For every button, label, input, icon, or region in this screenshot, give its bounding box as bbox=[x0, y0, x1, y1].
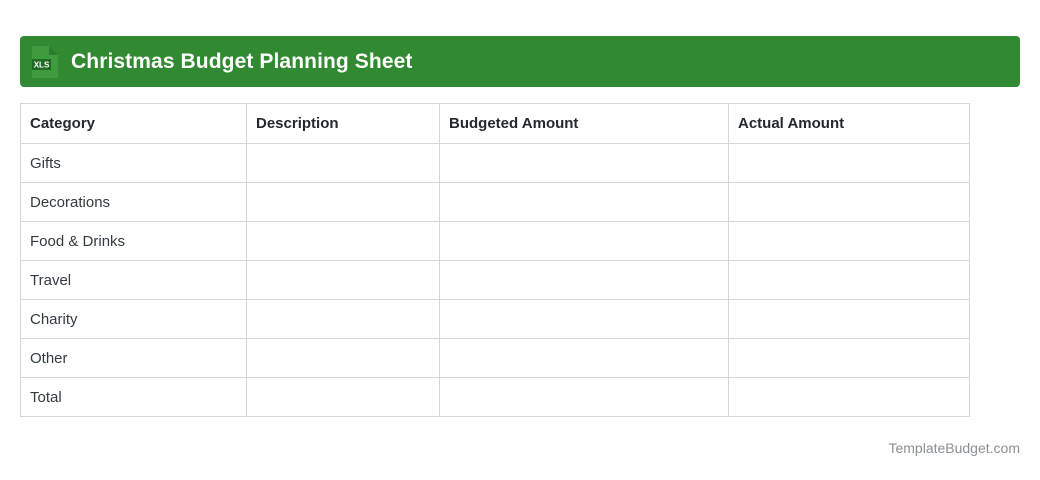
cell-category[interactable]: Food & Drinks bbox=[20, 221, 247, 261]
cell-budgeted[interactable] bbox=[439, 338, 729, 378]
cell-actual[interactable] bbox=[728, 143, 970, 183]
cell-budgeted[interactable] bbox=[439, 143, 729, 183]
cell-category[interactable]: Other bbox=[20, 338, 247, 378]
cell-category[interactable]: Travel bbox=[20, 260, 247, 300]
cell-description[interactable] bbox=[246, 377, 440, 417]
cell-description[interactable] bbox=[246, 299, 440, 339]
cell-category[interactable]: Decorations bbox=[20, 182, 247, 222]
cell-description[interactable] bbox=[246, 221, 440, 261]
table-row: Gifts bbox=[20, 143, 970, 183]
column-header-actual[interactable]: Actual Amount bbox=[728, 103, 970, 144]
table-row: Travel bbox=[20, 260, 970, 300]
cell-budgeted[interactable] bbox=[439, 299, 729, 339]
cell-description[interactable] bbox=[246, 182, 440, 222]
header-banner: XLS Christmas Budget Planning Sheet bbox=[20, 36, 1020, 87]
cell-category[interactable]: Total bbox=[20, 377, 247, 417]
cell-budgeted[interactable] bbox=[439, 221, 729, 261]
column-header-description[interactable]: Description bbox=[246, 103, 440, 144]
cell-budgeted[interactable] bbox=[439, 182, 729, 222]
footer-attribution: TemplateBudget.com bbox=[888, 440, 1020, 456]
table-header: Category Description Budgeted Amount Act… bbox=[20, 103, 970, 144]
xls-file-icon: XLS bbox=[32, 45, 58, 78]
cell-actual[interactable] bbox=[728, 377, 970, 417]
table-row: Decorations bbox=[20, 182, 970, 222]
budget-table: Category Description Budgeted Amount Act… bbox=[20, 103, 970, 417]
cell-description[interactable] bbox=[246, 260, 440, 300]
table-row: Other bbox=[20, 338, 970, 378]
page-title: Christmas Budget Planning Sheet bbox=[71, 50, 413, 73]
cell-budgeted[interactable] bbox=[439, 377, 729, 417]
cell-category[interactable]: Charity bbox=[20, 299, 247, 339]
table-row: Food & Drinks bbox=[20, 221, 970, 261]
cell-actual[interactable] bbox=[728, 182, 970, 222]
cell-actual[interactable] bbox=[728, 260, 970, 300]
table-row-total: Total bbox=[20, 377, 970, 417]
table-row: Charity bbox=[20, 299, 970, 339]
cell-description[interactable] bbox=[246, 338, 440, 378]
cell-budgeted[interactable] bbox=[439, 260, 729, 300]
svg-text:XLS: XLS bbox=[34, 60, 50, 69]
column-header-category[interactable]: Category bbox=[20, 103, 247, 144]
cell-category[interactable]: Gifts bbox=[20, 143, 247, 183]
table-body: Gifts Decorations Food & Drinks Travel bbox=[20, 143, 970, 417]
cell-actual[interactable] bbox=[728, 299, 970, 339]
cell-actual[interactable] bbox=[728, 221, 970, 261]
column-header-budgeted[interactable]: Budgeted Amount bbox=[439, 103, 729, 144]
table-header-row: Category Description Budgeted Amount Act… bbox=[20, 103, 970, 144]
cell-description[interactable] bbox=[246, 143, 440, 183]
cell-actual[interactable] bbox=[728, 338, 970, 378]
